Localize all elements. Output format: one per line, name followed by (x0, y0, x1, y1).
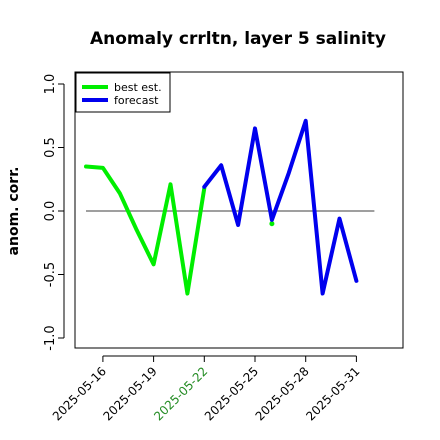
series-best-est- (84, 164, 275, 296)
y-axis: -1.0 -0.5 0.0 0.5 1.0 (43, 74, 65, 351)
y-tick-label: 0.5 (43, 137, 58, 158)
series-point (269, 221, 275, 227)
series-line (84, 164, 207, 296)
chart-title: Anomaly crrltn, layer 5 salinity (90, 29, 386, 49)
y-tick-label: 0.0 (43, 201, 58, 222)
legend-box (75, 72, 171, 113)
y-axis-label: anom. corr. (6, 167, 22, 256)
series-layer (84, 118, 359, 296)
y-tick-label: -0.5 (43, 262, 58, 287)
plot-frame (74, 71, 404, 349)
y-tick-label: 1.0 (43, 74, 58, 95)
legend-label: best est. (114, 81, 162, 94)
legend: best est.forecast (75, 72, 171, 113)
y-tick-label: -1.0 (43, 325, 58, 350)
legend-label: forecast (114, 94, 159, 107)
x-tick-label: 2025-05-31 (303, 364, 362, 423)
series-line (202, 118, 359, 296)
x-axis: 2025-05-162025-05-192025-05-222025-05-25… (50, 355, 363, 423)
series-forecast (202, 118, 359, 296)
